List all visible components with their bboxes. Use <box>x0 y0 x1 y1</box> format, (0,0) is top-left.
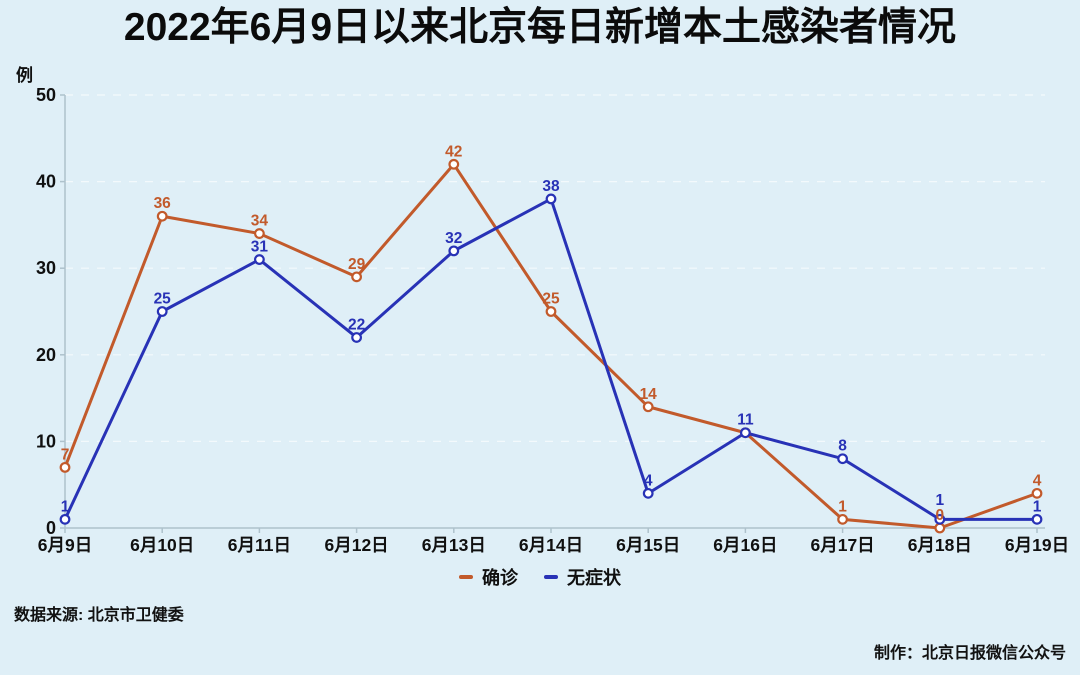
x-tick-label: 6月10日 <box>130 535 194 555</box>
x-tick-label: 6月16日 <box>713 535 777 555</box>
gridlines <box>65 94 1045 442</box>
data-point <box>156 306 168 317</box>
y-tick-label: 0 <box>46 518 56 538</box>
confirmed-line <box>63 162 1039 530</box>
value-label: 0 <box>935 507 944 524</box>
value-label: 32 <box>445 230 462 247</box>
value-label: 8 <box>838 438 847 455</box>
value-label: 4 <box>1033 472 1042 489</box>
data-point <box>1031 487 1043 499</box>
legend-item-confirmed: 确诊 <box>459 564 518 590</box>
data-point <box>934 513 946 525</box>
x-tick-label: 6月18日 <box>908 535 972 555</box>
y-axis-unit-label: 例 <box>16 66 33 85</box>
y-tick-label: 20 <box>36 345 56 365</box>
x-tick-label: 6月14日 <box>519 535 583 555</box>
chart-legend: 确诊 无症状 <box>0 564 1080 590</box>
x-tick-label: 6月15日 <box>616 535 680 555</box>
data-point <box>642 487 654 499</box>
value-label: 14 <box>640 386 658 403</box>
value-label: 1 <box>61 498 70 515</box>
x-tick-label: 6月19日 <box>1005 535 1069 555</box>
data-point <box>545 193 557 205</box>
value-label: 7 <box>61 446 70 463</box>
legend-label-confirmed: 确诊 <box>482 568 518 588</box>
data-point <box>448 158 460 170</box>
y-tick-label: 40 <box>36 172 56 192</box>
data-point <box>59 461 71 473</box>
data-point <box>934 522 946 534</box>
confirmed-points <box>59 158 1043 534</box>
data-point <box>253 254 265 265</box>
data-point <box>156 210 168 222</box>
asymptomatic-line <box>63 197 1039 521</box>
y-tick-label: 10 <box>36 431 56 451</box>
legend-label-asymptomatic: 无症状 <box>567 568 621 588</box>
value-label: 25 <box>542 291 560 308</box>
x-tick-label: 6月11日 <box>228 535 291 555</box>
asymptomatic-points <box>59 193 1043 525</box>
value-label: 22 <box>348 316 365 333</box>
asymptomatic-line-swatch-icon <box>544 575 558 579</box>
data-source-note: 数据来源: 北京市卫健委 <box>14 607 184 624</box>
credit-note: 制作：北京日报微信公众号 <box>873 645 1066 662</box>
axes <box>60 94 1045 533</box>
data-point <box>545 306 557 317</box>
data-point <box>837 453 848 465</box>
data-point <box>642 401 654 413</box>
x-tick-label: 6月9日 <box>38 535 92 555</box>
value-label: 34 <box>251 213 269 230</box>
y-tick-label: 50 <box>36 85 56 105</box>
x-tick-label: 6月12日 <box>324 535 388 555</box>
data-point <box>253 228 265 239</box>
data-point <box>351 271 363 283</box>
y-tick-label: 30 <box>36 258 56 278</box>
data-point <box>837 513 848 525</box>
data-point <box>740 427 751 439</box>
data-point <box>59 513 71 525</box>
value-label: 31 <box>251 239 269 256</box>
data-point <box>448 245 460 257</box>
value-label: 11 <box>737 412 754 429</box>
value-label: 42 <box>445 143 462 160</box>
x-tick-label: 6月13日 <box>422 535 486 555</box>
chart-title: 2022年6月9日以来北京每日新增本土感染者情况 <box>123 6 957 49</box>
value-label: 25 <box>154 291 172 308</box>
value-label: 1 <box>838 498 847 515</box>
data-point <box>351 332 363 343</box>
data-point <box>1031 513 1043 525</box>
value-label: 36 <box>154 195 172 212</box>
value-label: 1 <box>1033 498 1042 515</box>
legend-item-asymptomatic: 无症状 <box>544 564 621 590</box>
value-label: 29 <box>348 256 366 273</box>
x-tick-label: 6月17日 <box>810 535 874 555</box>
value-label: 4 <box>644 472 653 489</box>
value-label: 1 <box>935 492 944 509</box>
confirmed-line-swatch-icon <box>459 575 473 579</box>
value-label: 38 <box>542 178 560 195</box>
